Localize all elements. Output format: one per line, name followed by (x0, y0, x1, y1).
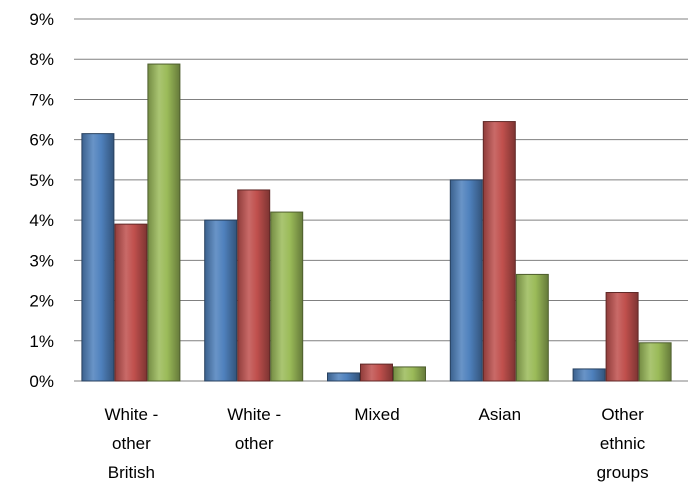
y-tick-label: 6% (29, 131, 54, 150)
bar-series-3 (147, 63, 181, 382)
bar-series-2 (360, 363, 393, 382)
x-category-label: White - (104, 405, 158, 424)
bar-series-2 (114, 223, 148, 382)
bar-series-3 (270, 211, 304, 382)
bar-series-3 (638, 342, 672, 382)
x-category-label: Asian (479, 405, 522, 424)
y-tick-label: 5% (29, 171, 54, 190)
x-category-label: ethnic (600, 434, 646, 453)
y-axis: 0% 1% 2% 3% 4% 5% 6% 7% 8% 9% (29, 10, 54, 391)
x-category-label: groups (597, 463, 649, 482)
bar-series-3 (393, 366, 426, 382)
x-category-label: other (235, 434, 274, 453)
bar-series-2 (605, 292, 639, 382)
y-tick-label: 4% (29, 211, 54, 230)
bar-series-1 (449, 179, 483, 382)
bar-series-1 (572, 368, 606, 382)
x-category-label: White - (227, 405, 281, 424)
y-tick-label: 9% (29, 10, 54, 29)
x-category-label: Other (601, 405, 644, 424)
bar-series-3 (515, 273, 549, 382)
y-tick-label: 1% (29, 332, 54, 351)
y-tick-label: 0% (29, 372, 54, 391)
x-category-label: British (108, 463, 155, 482)
bar-series-1 (81, 133, 115, 382)
bar-series-2 (482, 121, 516, 382)
x-category-label: Mixed (354, 405, 399, 424)
y-tick-label: 7% (29, 90, 54, 109)
y-tick-label: 3% (29, 251, 54, 270)
bars (81, 63, 672, 382)
bar-series-1 (204, 219, 238, 382)
x-axis-labels: White - other British White - other Mixed Asia… (104, 405, 648, 482)
x-category-label: other (112, 434, 151, 453)
y-tick-label: 8% (29, 50, 54, 69)
bar-series-1 (327, 372, 360, 382)
bar-series-2 (237, 189, 271, 382)
y-tick-label: 2% (29, 292, 54, 311)
